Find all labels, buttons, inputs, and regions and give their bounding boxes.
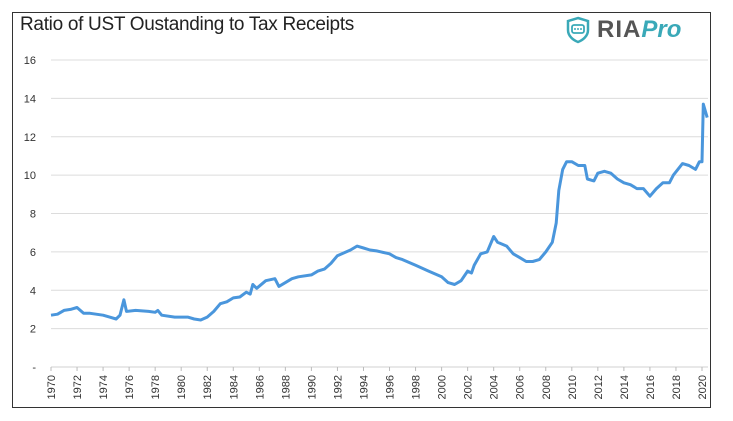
x-tick-label: 2020 [697, 375, 709, 399]
x-tick-label: 1974 [98, 375, 110, 399]
x-tick-label: 2004 [489, 375, 501, 399]
logo-accent-text: Pro [641, 16, 682, 43]
x-tick-label: 2016 [645, 375, 657, 399]
y-tick-label: 16 [24, 55, 36, 67]
x-tick-label: 1970 [46, 375, 58, 399]
x-tick-label: 1996 [385, 375, 397, 399]
x-tick-label: 2014 [619, 375, 631, 399]
y-tick-label: - [32, 362, 36, 374]
x-tick-label: 1972 [72, 375, 84, 399]
x-tick-label: 1990 [306, 375, 318, 399]
x-tick-label: 1992 [332, 375, 344, 399]
x-tick-label: 2002 [463, 375, 475, 399]
x-tick-label: 2006 [515, 375, 527, 399]
x-tick-label: 2010 [567, 375, 579, 399]
y-tick-label: 4 [30, 285, 36, 297]
y-tick-label: 8 [30, 209, 36, 221]
x-tick-label: 2018 [671, 375, 683, 399]
y-tick-label: 14 [24, 93, 36, 105]
series-line [50, 102, 709, 322]
x-tick-label: 2008 [541, 375, 553, 399]
y-tick-label: 10 [24, 170, 36, 182]
shield-chat-icon [566, 16, 590, 44]
x-tick-label: 1994 [358, 375, 370, 399]
x-tick-label: 2000 [437, 375, 449, 399]
y-tick-label: 2 [30, 324, 36, 336]
x-tick-label: 1998 [411, 375, 423, 399]
y-tick-label: 12 [24, 132, 36, 144]
x-tick-label: 1976 [124, 375, 136, 399]
x-tick-label: 1978 [150, 375, 162, 399]
y-tick-label: 6 [30, 247, 36, 259]
x-tick-label: 1984 [228, 375, 240, 399]
chart-frame [12, 12, 711, 408]
x-tick-label: 2012 [593, 375, 605, 399]
chart-title: Ratio of UST Oustanding to Tax Receipts [20, 14, 355, 35]
x-tick-label: 1988 [280, 375, 292, 399]
x-tick-label: 1982 [202, 375, 214, 399]
ria-pro-logo: RIAPro [565, 16, 681, 44]
x-tick-label: 1986 [254, 375, 266, 399]
x-tick-label: 1980 [176, 375, 188, 399]
logo-text: RIA [597, 16, 642, 43]
